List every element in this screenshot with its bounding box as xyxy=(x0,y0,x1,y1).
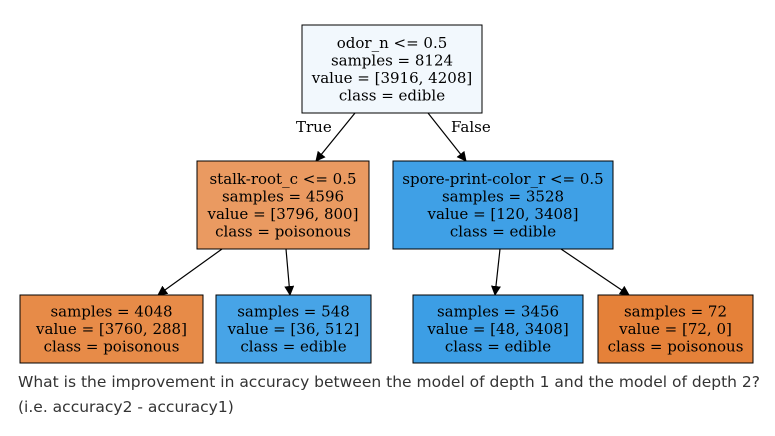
node-line: value = [3796, 800] xyxy=(207,205,359,223)
question-text: What is the improvement in accuracy betw… xyxy=(18,373,761,416)
node-line: samples = 548 xyxy=(237,303,350,321)
edge-left-leaf2 xyxy=(284,248,295,296)
node-line: class = edible xyxy=(445,338,551,356)
node-box xyxy=(196,160,370,250)
node-line: value = [36, 512] xyxy=(227,320,360,338)
node-box xyxy=(215,294,372,364)
node-line: class = poisonous xyxy=(215,222,351,240)
edge-right-leaf3 xyxy=(491,248,501,296)
node-line: value = [72, 0] xyxy=(618,320,732,338)
node-line: samples = 4048 xyxy=(50,303,172,321)
node-box xyxy=(19,294,204,364)
node-line: spore-print-color_r <= 0.5 xyxy=(402,170,603,188)
node-line: odor_n <= 0.5 xyxy=(337,34,448,52)
node-line: samples = 8124 xyxy=(331,51,453,69)
edge-label-true: True xyxy=(296,118,332,136)
node-line: class = edible xyxy=(240,338,346,356)
edge-label-false: False xyxy=(451,118,491,136)
node-line: stalk-root_c <= 0.5 xyxy=(209,170,356,188)
edge-root-right xyxy=(427,112,467,162)
node-line: class = poisonous xyxy=(608,338,744,356)
edge-left-leaf1 xyxy=(157,248,223,296)
node-box xyxy=(597,294,754,364)
node-line: samples = 4596 xyxy=(222,187,344,205)
node-line: class = edible xyxy=(450,222,556,240)
edge-root-left xyxy=(315,112,356,162)
node-line: class = edible xyxy=(339,86,445,104)
node-line: value = [3760, 288] xyxy=(35,320,187,338)
node-box xyxy=(392,160,614,250)
node-line: samples = 3456 xyxy=(437,303,559,321)
edge-right-leaf4 xyxy=(560,248,630,296)
node-line: value = [3916, 4208] xyxy=(311,69,472,87)
node-line: value = [120, 3408] xyxy=(427,205,579,223)
node-box xyxy=(412,294,584,364)
node-line: samples = 72 xyxy=(624,303,727,321)
node-box xyxy=(301,24,483,114)
node-line: class = poisonous xyxy=(44,338,180,356)
node-line: value = [48, 3408] xyxy=(426,320,568,338)
node-line: samples = 3528 xyxy=(442,187,564,205)
